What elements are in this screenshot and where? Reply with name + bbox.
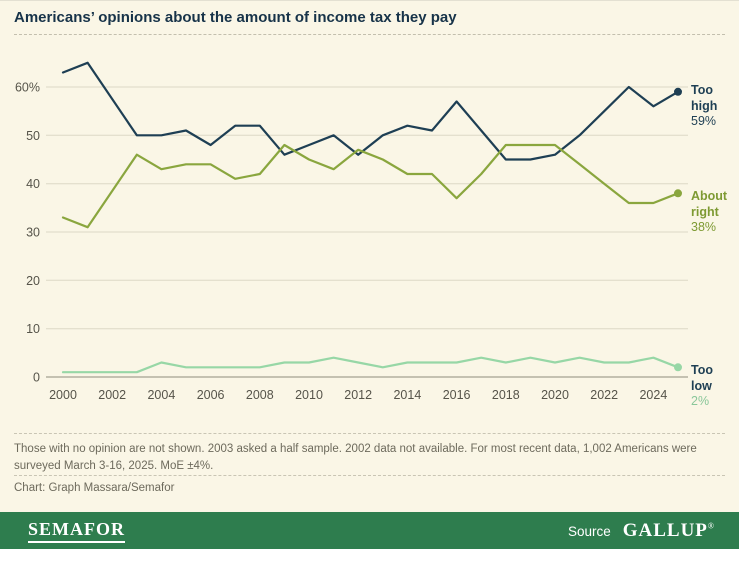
- y-tick-label: 20: [26, 274, 40, 288]
- x-tick-label: 2006: [197, 388, 225, 402]
- chart-title: Americans’ opinions about the amount of …: [14, 9, 457, 26]
- source-label: Source: [567, 523, 611, 539]
- series-line-about-right: [61, 143, 680, 229]
- series-name-too-low: Too low: [691, 363, 713, 393]
- title-divider: [14, 34, 725, 35]
- series-name-about-right: About right: [691, 189, 728, 219]
- y-tick-label: 40: [26, 177, 40, 191]
- line-chart: 0 10 20 30 40 50 60% 2000 2002 2004 2006 2008 2010 20…: [15, 61, 688, 402]
- notes-divider: [14, 433, 725, 434]
- x-tick-label: 2000: [49, 388, 77, 402]
- semafor-logo: SEMAFOR: [28, 519, 125, 543]
- series-value-too-high: 59%: [691, 114, 717, 129]
- bottom-margin: [0, 549, 739, 565]
- x-tick-label: 2014: [393, 388, 421, 402]
- x-tick-label: 2016: [443, 388, 471, 402]
- footer-bar: SEMAFOR Source GALLUP®: [0, 512, 739, 549]
- y-tick-label: 10: [26, 322, 40, 336]
- x-tick-label: 2022: [590, 388, 618, 402]
- series-name-too-high: Too high: [691, 83, 718, 113]
- series-value-too-low: 2%: [691, 394, 710, 409]
- source-attribution: Source GALLUP®: [568, 520, 715, 542]
- x-tick-label: 2024: [639, 388, 667, 402]
- series-value-about-right: 38%: [691, 220, 717, 235]
- x-tick-label: 2020: [541, 388, 569, 402]
- series-label-about-right: About right 38%: [691, 189, 737, 236]
- series-label-too-high: Too high 59%: [691, 83, 737, 130]
- y-tick-label: 50: [26, 129, 40, 143]
- series-endpoint-about-right: [674, 189, 682, 198]
- y-tick-label: 30: [26, 226, 40, 240]
- credit-divider: [14, 475, 725, 476]
- x-tick-label: 2010: [295, 388, 323, 402]
- trademark-symbol: ®: [707, 521, 715, 531]
- series-line-too-low: [61, 356, 680, 374]
- x-tick-label: 2004: [147, 388, 175, 402]
- y-tick-label: 60%: [15, 81, 40, 95]
- series-endpoint-too-high: [674, 87, 682, 96]
- x-tick-label: 2018: [492, 388, 520, 402]
- x-tick-label: 2012: [344, 388, 372, 402]
- chart-footnote: Those with no opinion are not shown. 200…: [14, 443, 697, 473]
- series-label-too-low: Too low 2%: [691, 363, 737, 410]
- x-tick-label: 2008: [246, 388, 274, 402]
- y-tick-label: 0: [33, 371, 40, 385]
- gallup-logo: GALLUP®: [622, 519, 715, 541]
- series-line-too-high: [61, 61, 680, 161]
- x-tick-label: 2002: [98, 388, 126, 402]
- chart-credit: Chart: Graph Massara/Semafor: [14, 482, 175, 494]
- series-endpoint-too-low: [674, 363, 682, 372]
